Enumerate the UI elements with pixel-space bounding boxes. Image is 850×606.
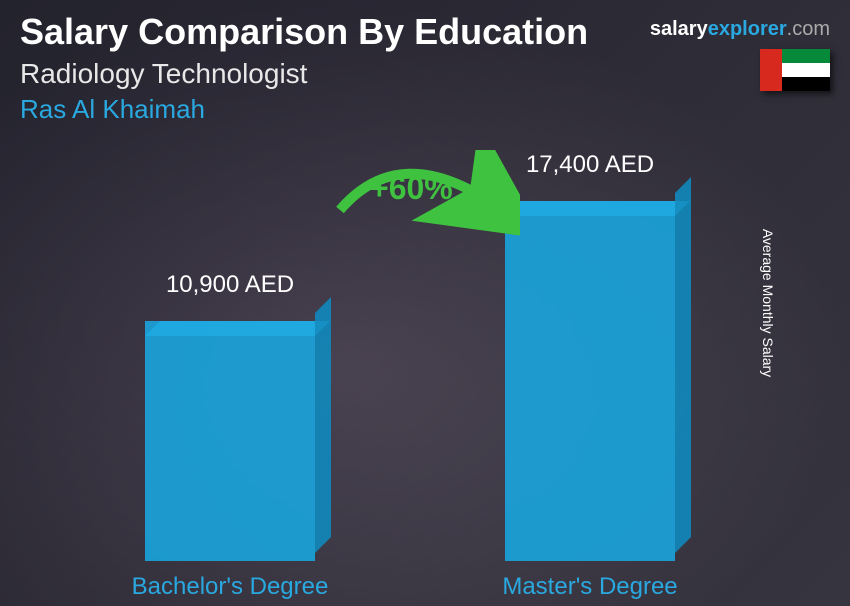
flag-stripe-black xyxy=(782,77,830,91)
bar-shape: 17,400 AED xyxy=(505,201,675,561)
bar-value-label: 17,400 AED xyxy=(505,151,675,179)
bar-bachelors: 10,900 AED Bachelor's Degree xyxy=(145,321,315,561)
brand-part1: salary xyxy=(650,18,708,40)
bar-front-face xyxy=(505,201,675,561)
percentage-change-badge: +60% xyxy=(370,170,453,207)
bar-side-face xyxy=(315,297,331,553)
bar-value-label: 10,900 AED xyxy=(145,271,315,299)
flag-stripe-white xyxy=(782,63,830,77)
bar-category-label: Master's Degree xyxy=(420,573,760,601)
flag-stripe-red xyxy=(760,49,782,91)
bar-shape: 10,900 AED xyxy=(145,321,315,561)
bar-category-label: Bachelor's Degree xyxy=(60,573,400,601)
bar-side-face xyxy=(675,177,691,553)
brand-block: salaryexplorer.com xyxy=(650,18,830,91)
brand-part3: .com xyxy=(787,18,830,40)
bar-masters: 17,400 AED Master's Degree xyxy=(505,201,675,561)
brand-part2: explorer xyxy=(708,18,787,40)
page-location: Ras Al Khaimah xyxy=(20,94,588,125)
brand-text: salaryexplorer.com xyxy=(650,18,830,41)
y-axis-label: Average Monthly Salary xyxy=(760,229,776,377)
page-subtitle: Radiology Technologist xyxy=(20,58,588,90)
flag-stripe-green xyxy=(782,49,830,63)
page-title: Salary Comparison By Education xyxy=(20,12,588,52)
header: Salary Comparison By Education Radiology… xyxy=(20,12,588,125)
bar-front-face xyxy=(145,321,315,561)
flag-uae-icon xyxy=(760,49,830,91)
